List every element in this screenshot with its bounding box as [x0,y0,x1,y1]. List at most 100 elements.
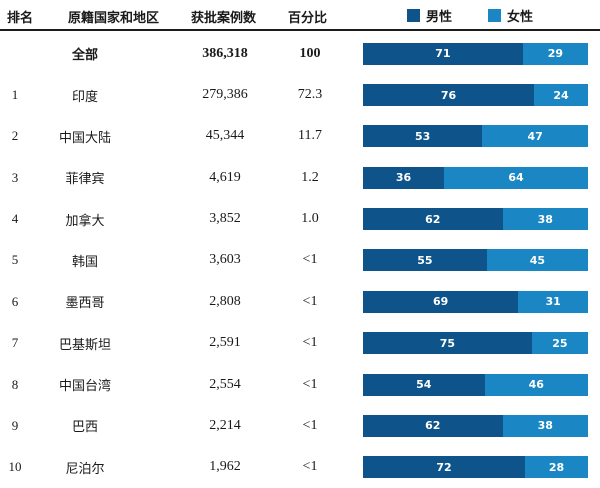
gender-bar: 36 64 [363,166,588,189]
male-segment: 54 [363,373,485,396]
male-segment: 76 [363,84,534,107]
male-segment: 36 [363,166,444,189]
male-segment: 71 [363,42,523,65]
country-cell: 韩国 [71,253,98,269]
table-body: 全部 386,318 100 71 29 1 印度 279,386 72.3 7… [0,33,600,488]
percent-cell: <1 [302,376,318,392]
cases-cell: 2,554 [209,376,241,392]
gender-bar: 62 38 [363,414,588,437]
country-cell: 菲律宾 [65,171,105,187]
female-segment: 46 [484,373,588,396]
female-segment: 38 [502,414,588,437]
percent-cell: 11.7 [298,128,322,144]
gender-bar: 62 38 [363,208,588,231]
country-cell: 尼泊尔 [65,460,105,476]
female-value: 31 [545,295,561,309]
rank-cell: 7 [11,335,19,351]
female-value: 45 [529,253,546,267]
male-segment: 53 [363,125,483,148]
country-cell: 全部 [71,47,98,63]
female-segment: 24 [534,84,588,107]
cases-cell: 2,591 [209,335,241,351]
cases-cell: 279,386 [202,87,248,103]
male-segment: 69 [363,290,519,313]
female-value: 47 [527,129,543,143]
female-value: 46 [528,378,544,392]
male-swatch-icon [407,9,420,22]
rank-cell: 8 [11,376,19,392]
female-segment: 28 [525,456,588,479]
male-value: 53 [414,129,431,143]
legend-female-label: 女性 [507,9,534,24]
table-row: 5 韩国 3,603 <1 55 45 [0,240,600,281]
gender-bar: 71 29 [363,42,588,65]
percent-cell: <1 [302,417,318,433]
percent-cell: <1 [302,252,318,268]
rank-cell: 1 [11,87,19,103]
table-row: 9 巴西 2,214 <1 62 38 [0,405,600,446]
male-segment: 62 [363,208,503,231]
female-segment: 64 [444,166,588,189]
female-value: 29 [547,47,564,61]
female-value: 38 [537,419,553,433]
table-row: 1 印度 279,386 72.3 76 24 [0,74,600,115]
cases-cell: 4,619 [209,169,241,185]
female-segment: 25 [531,332,588,355]
percent-cell: <1 [302,293,318,309]
male-segment: 75 [363,332,532,355]
legend-male-label: 男性 [426,9,453,24]
table-row: 7 巴基斯坦 2,591 <1 75 25 [0,323,600,364]
percent-cell: 1.2 [301,169,319,185]
female-swatch-icon [488,9,501,22]
male-value: 36 [395,171,412,185]
column-header-rank: 排名 [7,10,34,25]
gender-bar: 53 47 [363,125,588,148]
rank-cell: 10 [8,459,22,475]
female-value: 38 [537,212,553,226]
gender-bar: 55 45 [363,249,588,272]
female-value: 24 [553,88,569,102]
cases-cell: 3,603 [209,252,241,268]
cases-cell: 2,808 [209,293,241,309]
percent-cell: 100 [299,45,321,61]
male-value: 55 [417,253,433,267]
male-segment: 72 [363,456,525,479]
female-segment: 29 [522,42,588,65]
rank-cell: 4 [11,211,19,227]
female-segment: 38 [502,208,588,231]
legend-male: 男性 [407,6,452,25]
country-cell: 加拿大 [65,212,105,228]
rank-cell: 6 [11,293,19,309]
rank-cell: 9 [11,417,19,433]
male-value: 62 [425,212,441,226]
male-value: 71 [435,47,451,61]
male-value: 54 [416,378,432,392]
gender-bar: 76 24 [363,84,588,107]
male-segment: 55 [363,249,487,272]
female-value: 28 [548,460,565,474]
country-cell: 巴西 [71,419,98,435]
female-value: 64 [508,171,524,185]
percent-cell: <1 [302,335,318,351]
country-cell: 墨西哥 [65,295,105,311]
table-row: 3 菲律宾 4,619 1.2 36 64 [0,157,600,198]
column-header-cases: 获批案例数 [191,10,257,25]
female-segment: 47 [482,125,588,148]
gender-bar: 54 46 [363,373,588,396]
male-value: 75 [439,336,456,350]
country-cell: 中国台湾 [58,378,111,394]
male-value: 69 [432,295,449,309]
male-value: 72 [436,460,452,474]
table-row: 4 加拿大 3,852 1.0 62 38 [0,198,600,239]
gender-bar: 72 28 [363,456,588,479]
female-segment: 45 [486,249,588,272]
table-row: 6 墨西哥 2,808 <1 69 31 [0,281,600,322]
table-row: 2 中国大陆 45,344 11.7 53 47 [0,116,600,157]
rank-cell: 2 [11,128,19,144]
cases-cell: 2,214 [209,417,241,433]
country-cell: 巴基斯坦 [58,336,111,352]
rank-cell: 5 [11,252,19,268]
percent-cell: <1 [302,459,318,475]
gender-bar: 69 31 [363,290,588,313]
